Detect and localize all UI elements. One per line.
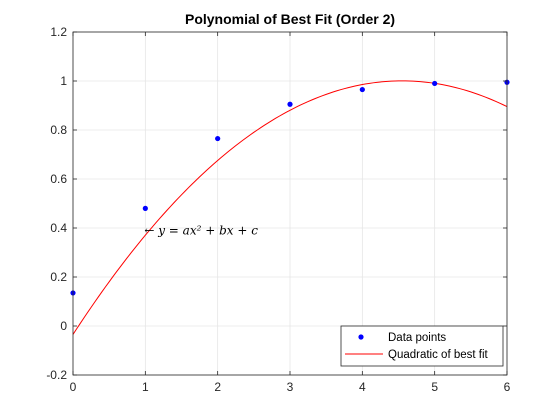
y-tick-label: 0.2 [50,270,67,284]
y-tick-label: 0.8 [50,123,67,137]
y-tick-label: 0.6 [50,172,67,186]
x-tick-label: 6 [504,380,511,394]
chart-title: Polynomial of Best Fit (Order 2) [185,11,395,27]
data-point [215,135,221,142]
legend: Data points Quadratic of best fit [340,325,504,367]
x-tick-label: 1 [142,380,149,394]
data-point [287,101,293,107]
y-tick-label: -0.2 [46,368,67,382]
x-tick-label: 0 [70,380,77,394]
legend-marker-data-points [358,334,364,340]
x-tick-label: 2 [214,380,221,394]
legend-label-data-points: Data points [388,332,446,344]
tick-marks [72,31,508,376]
tick-labels: 0 1 2 3 4 5 6-0.200.20.40.60.811.2 [46,25,510,394]
y-tick-label: 0 [60,319,67,333]
y-tick-label: 1 [60,74,67,88]
data-point [359,86,365,93]
legend-label-quadratic: Quadratic of best fit [388,349,489,361]
series-layer [70,79,510,335]
x-tick-label: 4 [359,380,366,394]
x-tick-label: 3 [287,380,294,394]
y-tick-label: 1.2 [50,25,67,39]
y-tick-label: 0.4 [50,221,67,235]
x-tick-label: 5 [431,380,438,394]
data-point [432,80,438,87]
legend-box [340,325,504,367]
data-point [142,205,148,211]
equation-annotation: ← y = ax² + bx + c [144,223,258,237]
